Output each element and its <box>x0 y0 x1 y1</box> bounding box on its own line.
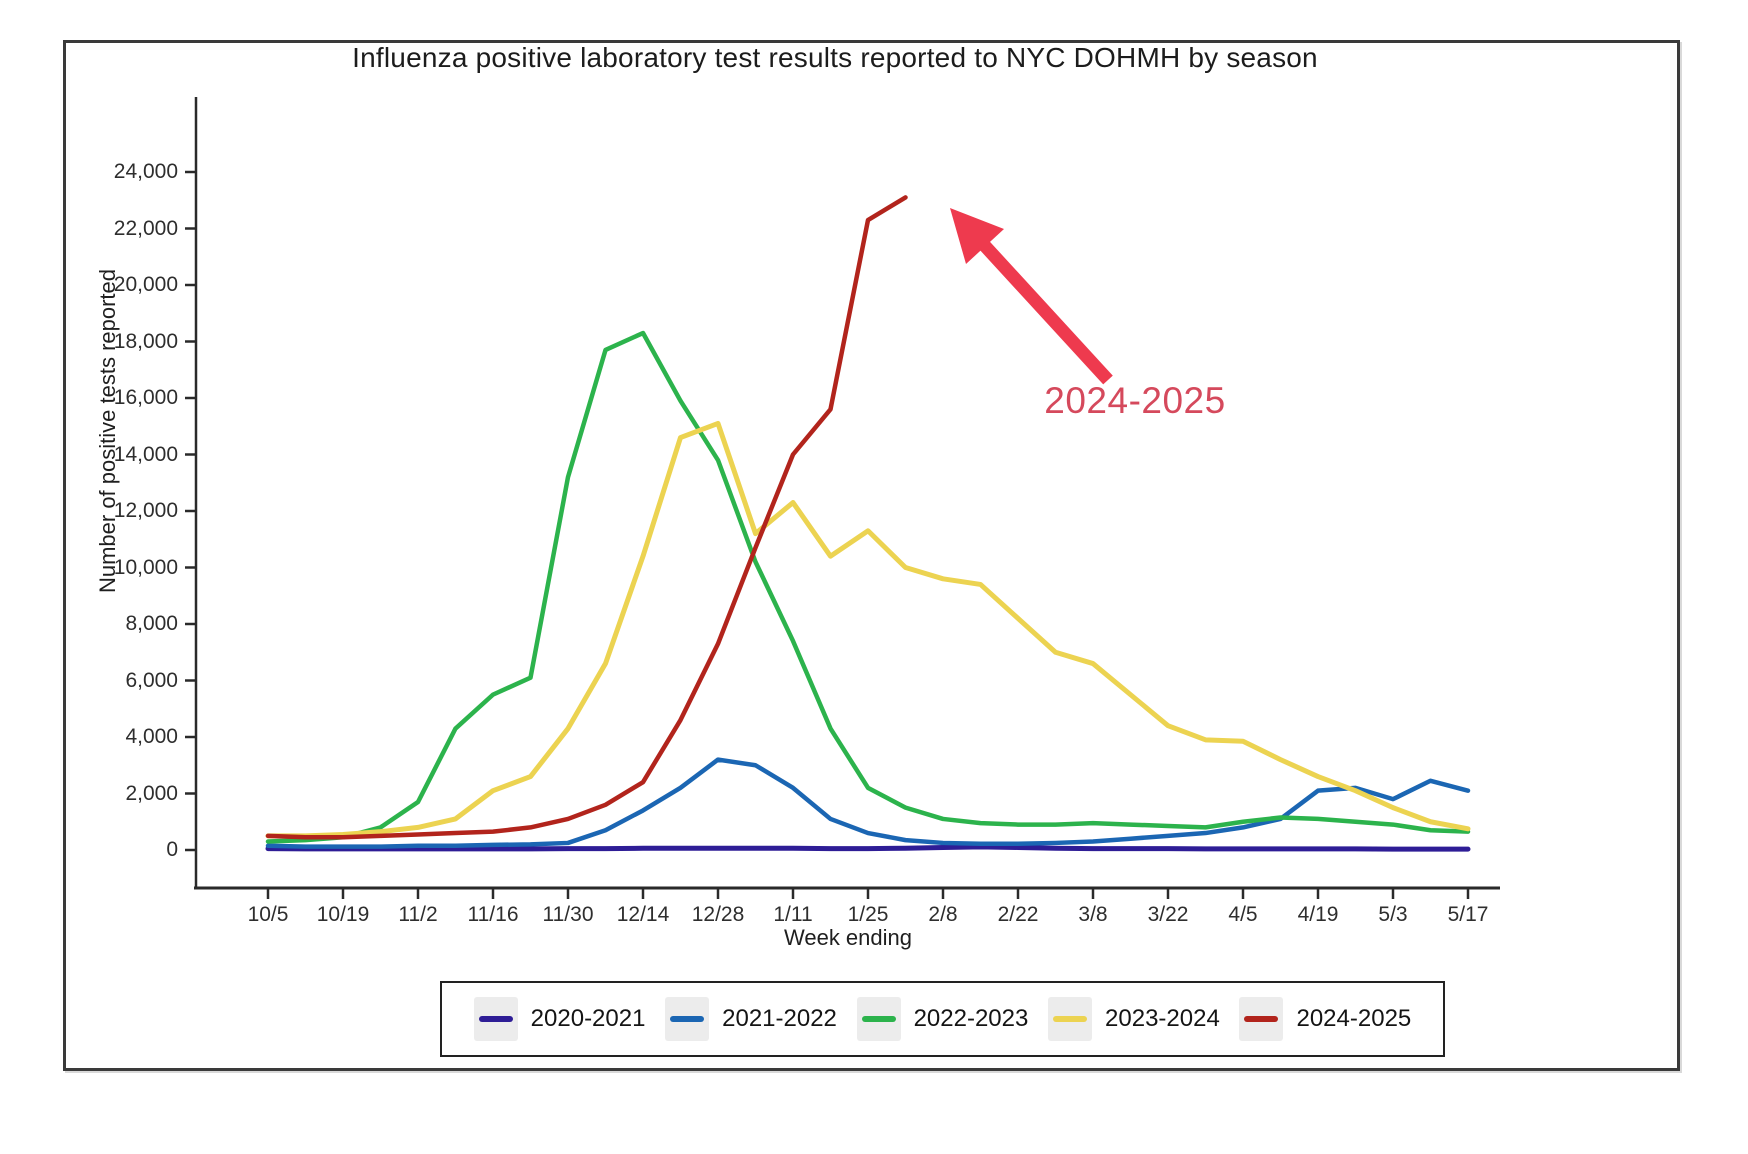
trend-arrow-icon <box>980 241 1113 385</box>
legend-line-sample <box>670 1016 705 1022</box>
legend-swatch <box>1239 997 1284 1041</box>
x-tick-label: 2/22 <box>997 903 1039 926</box>
legend-item-2022-2023: 2022-2023 <box>856 997 1029 1041</box>
legend-label: 2021-2022 <box>722 1005 837 1032</box>
x-axis-title: Week ending <box>783 925 912 950</box>
y-tick-label: 2,000 <box>125 781 178 805</box>
legend-item-2020-2021: 2020-2021 <box>473 997 646 1041</box>
x-tick-label: 11/2 <box>398 903 438 926</box>
trend-arrow-head-icon <box>950 208 1004 264</box>
legend-label: 2022-2023 <box>913 1005 1029 1032</box>
y-tick-label: 12,000 <box>113 499 178 522</box>
y-tick-label: 14,000 <box>113 442 178 466</box>
x-tick-label: 1/11 <box>773 903 813 926</box>
y-tick-label: 24,000 <box>113 160 178 183</box>
y-tick-label: 8,000 <box>125 612 178 635</box>
series-line-2022-2023 <box>265 330 1471 844</box>
legend-item-2024-2025: 2024-2025 <box>1239 997 1411 1041</box>
x-tick-label: 4/5 <box>1228 903 1258 926</box>
y-tick-label: 4,000 <box>125 725 178 748</box>
x-tick-label: 11/30 <box>542 903 594 926</box>
legend-label: 2024-2025 <box>1296 1005 1412 1032</box>
legend-swatch <box>856 997 901 1041</box>
x-tick-label: 11/16 <box>467 903 519 926</box>
legend-line-sample <box>861 1016 896 1022</box>
y-tick-label: 10,000 <box>113 555 178 579</box>
x-tick-label: 2/8 <box>928 903 958 926</box>
series-line-2024-2025 <box>265 195 908 840</box>
season-annotation-label: 2024-2025 <box>1044 380 1226 421</box>
x-tick-label: 3/22 <box>1147 903 1189 926</box>
legend-item-2021-2022: 2021-2022 <box>665 997 837 1041</box>
series-line-2023-2024 <box>265 420 1471 839</box>
y-tick-label: 6,000 <box>125 668 178 692</box>
y-tick-label: 0 <box>166 838 178 861</box>
legend-line-sample <box>1053 1016 1088 1022</box>
legend-label: 2023-2024 <box>1105 1005 1220 1032</box>
x-tick-label: 10/19 <box>316 903 370 926</box>
x-tick-label: 12/14 <box>616 903 670 926</box>
x-tick-label: 10/5 <box>247 903 289 926</box>
legend-line-sample <box>478 1016 513 1022</box>
y-axis-title: Number of positive tests reported <box>95 268 120 594</box>
legend-swatch <box>1048 997 1093 1041</box>
legend-swatch <box>473 997 518 1041</box>
x-tick-label: 3/8 <box>1078 903 1108 926</box>
x-tick-label: 4/19 <box>1297 903 1339 926</box>
y-tick-label: 18,000 <box>113 329 178 353</box>
series-line-2020-2021 <box>265 844 1471 852</box>
legend-swatch <box>665 997 710 1041</box>
chart-title: Influenza positive laboratory test resul… <box>352 42 1318 73</box>
x-tick-label: 5/17 <box>1447 903 1489 926</box>
legend-label: 2020-2021 <box>530 1005 646 1032</box>
legend-line-sample <box>1244 1016 1279 1022</box>
y-tick-label: 16,000 <box>113 386 178 409</box>
x-tick-label: 12/28 <box>691 903 745 926</box>
series-line-2021-2022 <box>265 757 1471 849</box>
y-tick-label: 22,000 <box>113 216 178 240</box>
x-tick-label: 1/25 <box>847 903 889 926</box>
image-border-frame <box>63 40 1680 1071</box>
legend-item-2023-2024: 2023-2024 <box>1048 997 1220 1041</box>
y-tick-label: 20,000 <box>113 273 178 296</box>
x-tick-label: 5/3 <box>1378 903 1408 926</box>
chart-legend: 2020-2021 2021-2022 2022-2023 2023-2024 2024… <box>440 981 1445 1057</box>
